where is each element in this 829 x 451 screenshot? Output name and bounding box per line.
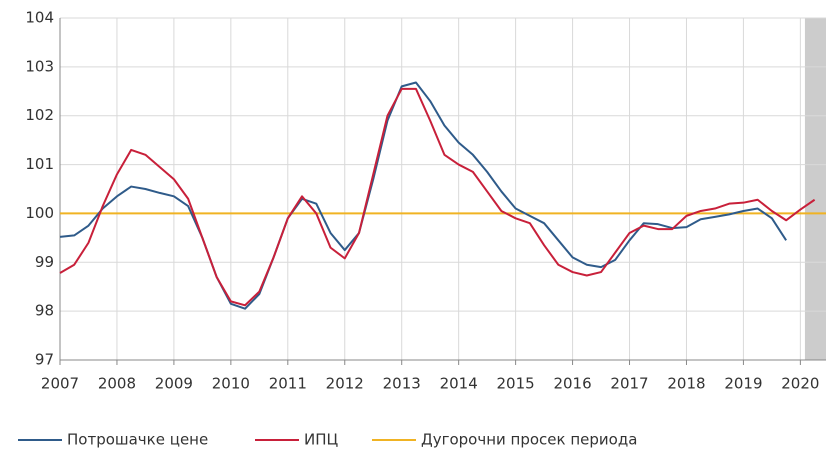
x-tick-label: 2018 [667,375,705,393]
y-tick-label: 103 [25,57,54,75]
x-tick-label: 2014 [440,375,478,393]
x-tick-label: 2009 [155,375,193,393]
x-tick-label: 2010 [212,375,250,393]
x-tick-label: 2008 [98,375,136,393]
y-tick-label: 104 [25,9,54,27]
x-tick-label: 2016 [553,375,591,393]
y-tick-label: 99 [35,253,54,271]
y-tick-label: 100 [25,204,54,222]
y-tick-label: 98 [35,302,54,320]
series-line [59,87,816,307]
x-tick-label: 2019 [724,375,762,393]
x-tick-label: 2012 [326,375,364,393]
y-tick-label: 102 [25,106,54,124]
x-tick-label: 2015 [497,375,535,393]
x-tick-label: 2020 [781,375,819,393]
legend-label: ИПЦ [304,431,339,449]
x-tick-label: 2011 [269,375,307,393]
x-tick-label: 2013 [383,375,421,393]
y-tick-label: 101 [25,155,54,173]
x-tick-label: 2017 [610,375,648,393]
shaded-region [804,18,826,360]
legend-label: Потрошачке цене [67,431,208,449]
legend-label: Дугорочни просек периода [421,431,637,449]
x-tick-label: 2007 [41,375,79,393]
series-line [59,81,787,310]
y-tick-label: 97 [35,351,54,369]
